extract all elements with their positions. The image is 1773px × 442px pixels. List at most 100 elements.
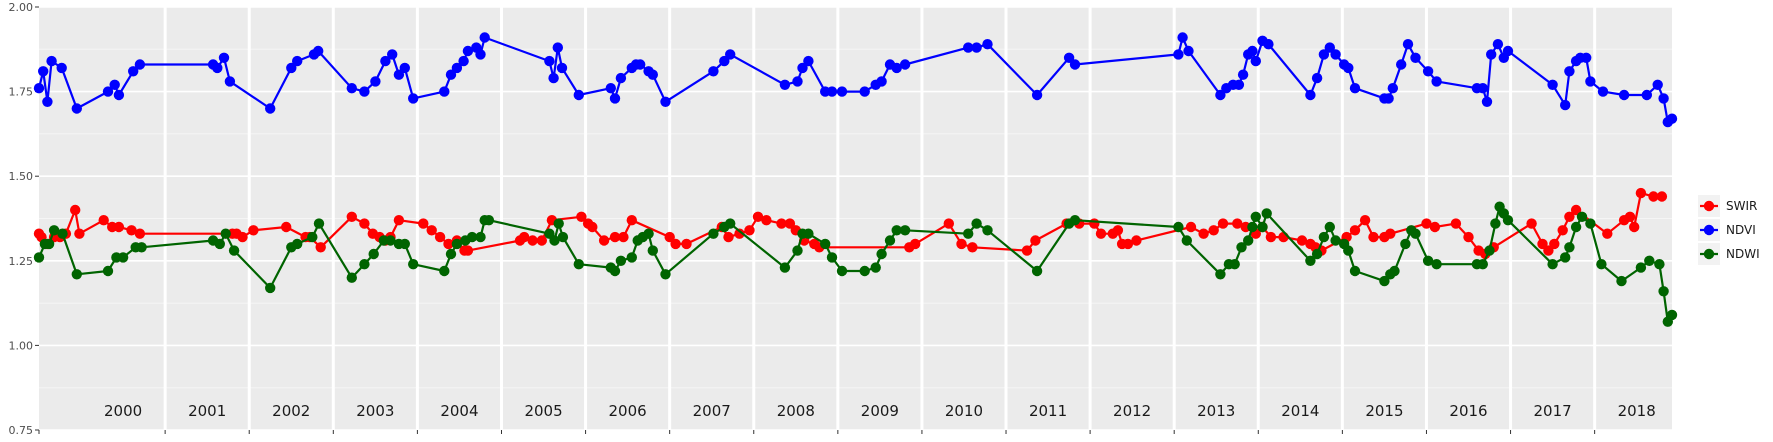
data-point-ndwi xyxy=(803,228,814,239)
data-point-ndwi xyxy=(891,225,902,236)
data-point-ndvi xyxy=(876,76,887,87)
data-point-swir xyxy=(681,238,692,250)
data-point-ndvi xyxy=(1547,79,1558,91)
data-point-ndvi xyxy=(46,55,57,67)
year-label: 2007 xyxy=(693,402,731,420)
data-point-swir xyxy=(1368,231,1379,243)
data-point-ndwi xyxy=(660,269,671,280)
data-point-ndvi xyxy=(224,76,236,87)
data-point-ndvi xyxy=(292,55,303,67)
data-point-swir xyxy=(967,242,978,253)
data-point-ndvi xyxy=(38,66,49,77)
data-point-ndvi xyxy=(451,62,463,74)
data-point-swir xyxy=(670,238,681,250)
data-point-ndvi xyxy=(1564,66,1575,77)
data-point-swir xyxy=(1526,218,1537,229)
data-point-ndwi xyxy=(1349,265,1361,277)
data-point-ndvi xyxy=(1173,49,1184,60)
data-point-ndvi xyxy=(1237,69,1249,80)
y-tick-label: 1.00 xyxy=(9,339,34,352)
data-point-ndvi xyxy=(1247,45,1258,57)
data-point-ndwi xyxy=(359,259,370,270)
data-point-swir xyxy=(1537,238,1548,250)
data-point-ndwi xyxy=(1181,235,1193,246)
data-point-ndvi xyxy=(33,83,45,94)
data-point-ndvi xyxy=(779,79,791,91)
data-point-swir xyxy=(1463,231,1474,243)
data-point-swir xyxy=(462,245,474,256)
data-point-ndvi xyxy=(313,45,324,57)
data-point-ndvi xyxy=(1330,49,1341,60)
data-point-swir xyxy=(1089,218,1100,229)
data-point-ndwi xyxy=(1261,208,1272,219)
data-point-swir xyxy=(359,218,370,229)
data-point-ndvi xyxy=(1477,83,1489,94)
data-point-swir xyxy=(776,218,787,229)
data-point-ndvi xyxy=(1396,59,1407,70)
data-point-ndwi xyxy=(1658,286,1669,297)
data-point-ndwi xyxy=(1305,255,1316,266)
data-point-ndwi xyxy=(1410,228,1421,239)
data-point-ndvi xyxy=(1215,89,1226,101)
data-point-ndvi xyxy=(370,76,381,87)
data-point-swir xyxy=(723,231,734,243)
data-point-ndvi xyxy=(1343,62,1354,74)
legend: SWIR NDVI NDWI xyxy=(1698,195,1760,265)
data-point-ndwi xyxy=(1490,218,1501,229)
data-point-ndvi xyxy=(647,69,658,80)
data-point-swir xyxy=(281,221,292,233)
data-point-swir xyxy=(70,204,81,216)
data-point-ndvi xyxy=(134,59,146,70)
data-point-swir xyxy=(1208,225,1219,236)
year-label: 2014 xyxy=(1281,402,1319,420)
data-point-ndvi xyxy=(1063,52,1075,63)
data-point-ndwi xyxy=(1666,309,1678,321)
data-point-ndwi xyxy=(451,238,463,250)
data-point-ndvi xyxy=(708,66,719,77)
data-point-ndwi xyxy=(1560,252,1571,263)
data-point-ndwi xyxy=(573,259,584,270)
data-point-swir xyxy=(134,228,146,239)
data-point-swir xyxy=(943,218,954,229)
data-point-ndvi xyxy=(445,69,457,80)
data-point-swir xyxy=(1624,211,1636,222)
year-label: 2013 xyxy=(1197,402,1235,420)
data-point-swir xyxy=(434,231,446,243)
data-point-ndvi xyxy=(725,49,736,60)
data-point-ndwi xyxy=(708,228,719,239)
data-point-ndvi xyxy=(1581,52,1592,63)
data-point-ndwi xyxy=(971,218,982,229)
data-point-ndvi xyxy=(408,93,419,104)
data-point-ndvi xyxy=(479,32,490,43)
legend-marker-swir xyxy=(1703,200,1715,212)
data-point-ndvi xyxy=(1402,39,1414,50)
data-point-ndwi xyxy=(228,245,240,256)
year-label: 2004 xyxy=(440,402,478,420)
data-point-ndvi xyxy=(387,49,398,60)
data-point-swir xyxy=(609,231,621,243)
data-point-ndvi xyxy=(212,62,223,74)
data-point-ndwi xyxy=(1477,259,1489,270)
data-point-ndwi xyxy=(725,218,736,229)
data-point-ndwi xyxy=(48,225,60,236)
data-point-ndwi xyxy=(1389,265,1400,277)
data-point-ndvi xyxy=(859,86,870,97)
data-point-ndvi xyxy=(1618,89,1630,101)
data-point-ndwi xyxy=(963,228,974,239)
data-point-swir xyxy=(664,231,675,243)
y-tick-label: 2.00 xyxy=(9,1,34,14)
data-point-ndwi xyxy=(71,269,83,280)
data-point-ndvi xyxy=(1486,49,1497,60)
data-point-swir xyxy=(1265,231,1277,243)
data-point-ndwi xyxy=(1229,259,1240,270)
data-point-ndwi xyxy=(859,265,870,277)
data-point-ndwi xyxy=(982,225,993,236)
data-point-ndwi xyxy=(1069,215,1081,226)
data-point-ndwi xyxy=(615,255,627,266)
data-point-ndwi xyxy=(1343,245,1354,256)
data-point-ndvi xyxy=(826,86,838,97)
data-point-ndwi xyxy=(1596,259,1607,270)
legend-marker-ndvi xyxy=(1703,224,1715,236)
data-point-ndwi xyxy=(792,245,803,256)
